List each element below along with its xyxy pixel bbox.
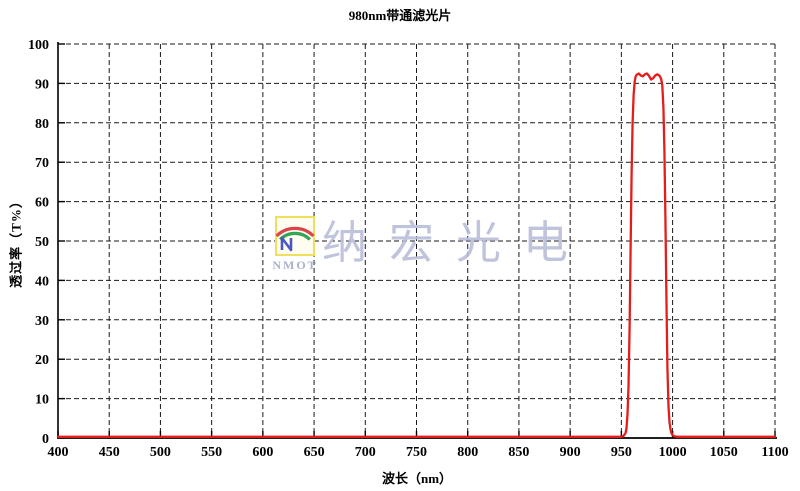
grid-lines xyxy=(58,43,776,438)
svg-text:700: 700 xyxy=(355,445,376,460)
transmission-curve xyxy=(56,72,777,438)
svg-text:950: 950 xyxy=(611,445,632,460)
svg-text:10: 10 xyxy=(35,393,49,408)
x-axis-title: 波长（nm） xyxy=(381,471,453,486)
svg-text:20: 20 xyxy=(35,353,49,368)
chart-title: 980nm带通滤光片 xyxy=(348,8,452,23)
svg-text:900: 900 xyxy=(560,445,581,460)
svg-text:80: 80 xyxy=(35,117,49,132)
svg-text:1100: 1100 xyxy=(761,445,788,460)
svg-text:60: 60 xyxy=(35,196,49,211)
svg-text:850: 850 xyxy=(508,445,529,460)
svg-text:70: 70 xyxy=(35,156,49,171)
svg-text:400: 400 xyxy=(48,445,69,460)
x-tick-labels: 400 450 500 550 600 650 700 750 800 850 900 950 1000… xyxy=(48,445,789,460)
svg-text:600: 600 xyxy=(252,445,273,460)
svg-text:450: 450 xyxy=(99,445,120,460)
svg-text:750: 750 xyxy=(406,445,427,460)
svg-text:800: 800 xyxy=(457,445,478,460)
svg-text:40: 40 xyxy=(35,274,49,289)
svg-text:100: 100 xyxy=(28,38,49,53)
svg-text:550: 550 xyxy=(201,445,222,460)
svg-text:90: 90 xyxy=(35,77,49,92)
svg-text:650: 650 xyxy=(304,445,325,460)
svg-text:50: 50 xyxy=(35,235,49,250)
svg-text:1000: 1000 xyxy=(659,445,687,460)
svg-text:30: 30 xyxy=(35,314,49,329)
svg-text:1050: 1050 xyxy=(710,445,738,460)
svg-text:0: 0 xyxy=(42,432,49,447)
svg-text:500: 500 xyxy=(150,445,171,460)
y-tick-labels: 0 10 20 30 40 50 60 70 80 90 100 xyxy=(28,38,49,447)
